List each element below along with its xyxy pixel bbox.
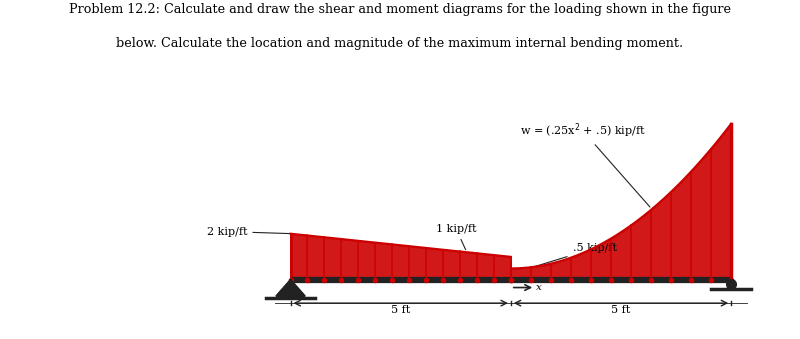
- Text: 2 kip/ft: 2 kip/ft: [207, 226, 290, 237]
- Text: below. Calculate the location and magnitude of the maximum internal bending mome: below. Calculate the location and magnit…: [117, 37, 683, 50]
- Text: 1 kip/ft: 1 kip/ft: [436, 224, 477, 250]
- Text: .5 kip/ft: .5 kip/ft: [535, 243, 617, 266]
- Polygon shape: [277, 280, 305, 296]
- Text: 5 ft: 5 ft: [391, 305, 410, 315]
- Text: 5 ft: 5 ft: [611, 305, 630, 315]
- Text: Problem 12.2: Calculate and draw the shear and moment diagrams for the loading s: Problem 12.2: Calculate and draw the she…: [69, 3, 731, 16]
- Text: w = (.25x$^2$ + .5) kip/ft: w = (.25x$^2$ + .5) kip/ft: [520, 121, 650, 207]
- Text: x: x: [536, 283, 542, 292]
